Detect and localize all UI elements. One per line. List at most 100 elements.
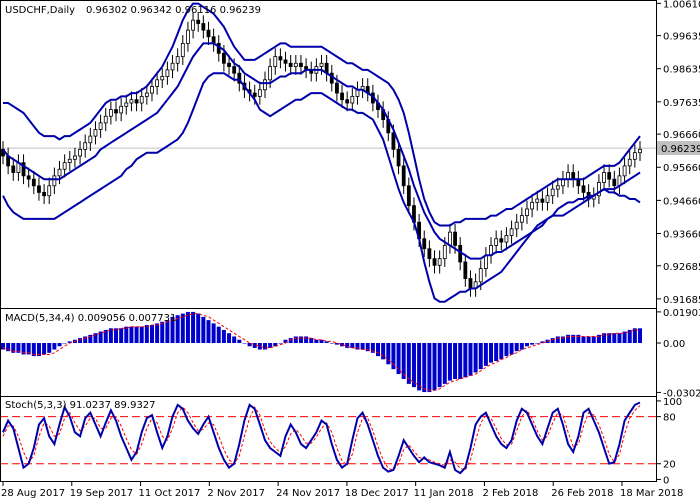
candle-body	[108, 109, 113, 117]
macd-histogram-bar	[108, 328, 113, 344]
candle-body	[221, 52, 226, 64]
macd-histogram-bar	[453, 343, 458, 379]
candle-body	[11, 165, 16, 173]
candle-body	[525, 208, 529, 216]
stoch-title: Stoch(5,3,3) 91.0237 89.9327	[5, 400, 156, 411]
macd-y-tick-label: 0.019039	[663, 308, 700, 319]
candle-body	[448, 231, 452, 246]
macd-histogram-bar	[607, 333, 612, 344]
macd-histogram-bar	[596, 334, 601, 344]
macd-histogram-bar	[227, 333, 232, 344]
price-ohlc-readout: 0.96302 0.96342 0.96116 0.96239	[86, 5, 261, 16]
candle-body	[442, 245, 447, 260]
x-tick-label: 18 Mar 2018	[620, 488, 683, 499]
macd-histogram-bar	[155, 323, 160, 344]
candle-body	[571, 172, 576, 180]
candle-body	[150, 86, 154, 94]
macd-histogram-bar	[257, 343, 262, 350]
candle-body	[206, 29, 211, 38]
candle-body	[160, 76, 165, 81]
candles	[1, 11, 642, 297]
candle-body	[114, 109, 118, 114]
candle-body	[103, 115, 108, 124]
candle-body	[186, 29, 190, 44]
macd-histogram-bar	[535, 343, 540, 344]
macd-histogram-bar	[298, 336, 303, 344]
x-tick-label: 2 Nov 2017	[207, 488, 265, 499]
macd-histogram-bar	[396, 343, 401, 375]
price-y-tick-label: 0.91685	[663, 295, 700, 306]
candle-body	[26, 175, 31, 180]
candle-body	[252, 92, 257, 97]
candle-body	[483, 254, 488, 269]
candle-body	[37, 185, 41, 193]
current-price-label: 0.96239	[661, 144, 700, 155]
candle-body	[31, 178, 36, 187]
candle-body	[499, 238, 504, 243]
macd-histogram-bar	[160, 321, 165, 344]
macd-histogram-bar	[586, 336, 591, 344]
macd-histogram-bar	[504, 343, 509, 357]
macd-histogram-bar	[519, 343, 524, 350]
candle-body	[391, 132, 396, 150]
candle-body	[396, 148, 401, 167]
candle-body	[350, 95, 355, 104]
bollinger-upper-line	[3, 2, 641, 227]
current-price-box	[657, 141, 700, 156]
macd-histogram-bar	[524, 343, 529, 347]
macd-histogram-bar	[483, 343, 488, 366]
price-y-tick-label: 0.92685	[663, 262, 700, 273]
bollinger-lower-line	[2, 72, 641, 303]
macd-histogram-bar	[175, 315, 180, 344]
candle-body	[73, 155, 77, 160]
candle-body	[129, 99, 134, 104]
candle-body	[93, 129, 98, 137]
macd-histogram-bar	[36, 343, 41, 357]
macd-histogram-bar	[360, 343, 365, 350]
candle-body	[155, 79, 160, 87]
macd-histogram-bar	[447, 343, 452, 381]
macd-histogram-bar	[550, 338, 555, 344]
candle-body	[196, 19, 201, 24]
candle-body	[299, 62, 303, 67]
candle-body	[288, 62, 293, 67]
x-tick-label: 11 Jan 2018	[414, 488, 474, 499]
candle-body	[144, 92, 149, 97]
macd-histogram-bar	[581, 336, 586, 344]
macd-histogram-bar	[170, 316, 175, 344]
x-tick-label: 28 Aug 2017	[1, 488, 65, 499]
macd-histogram-bar	[134, 326, 139, 344]
macd-histogram-bar	[391, 343, 396, 370]
macd-histogram-bar	[591, 336, 596, 344]
macd-histogram-bar	[530, 343, 535, 345]
candle-body	[453, 231, 457, 246]
macd-histogram-bar	[57, 343, 62, 347]
candle-body	[468, 278, 473, 289]
macd-histogram-bar	[93, 333, 98, 344]
macd-histogram-bar	[98, 331, 103, 344]
bollinger-middle-line	[2, 42, 641, 260]
macd-histogram-bar	[67, 341, 72, 344]
candle-body	[134, 99, 139, 104]
macd-histogram-bar	[268, 343, 273, 348]
candle-body	[530, 201, 535, 210]
candle-body	[201, 23, 206, 31]
candle-body	[463, 261, 468, 279]
macd-histogram-bar	[42, 343, 47, 355]
macd-histogram-bar	[149, 325, 154, 344]
macd-histogram-bar	[237, 339, 242, 344]
candle-body	[566, 172, 570, 180]
macd-histogram-bar	[144, 325, 149, 344]
macd-histogram-bar	[442, 343, 447, 384]
macd-histogram-bar	[627, 329, 632, 344]
candle-body	[504, 235, 509, 243]
price-y-tick-label: 0.97635	[663, 98, 700, 109]
candle-body	[293, 62, 298, 67]
candle-body	[268, 66, 273, 81]
